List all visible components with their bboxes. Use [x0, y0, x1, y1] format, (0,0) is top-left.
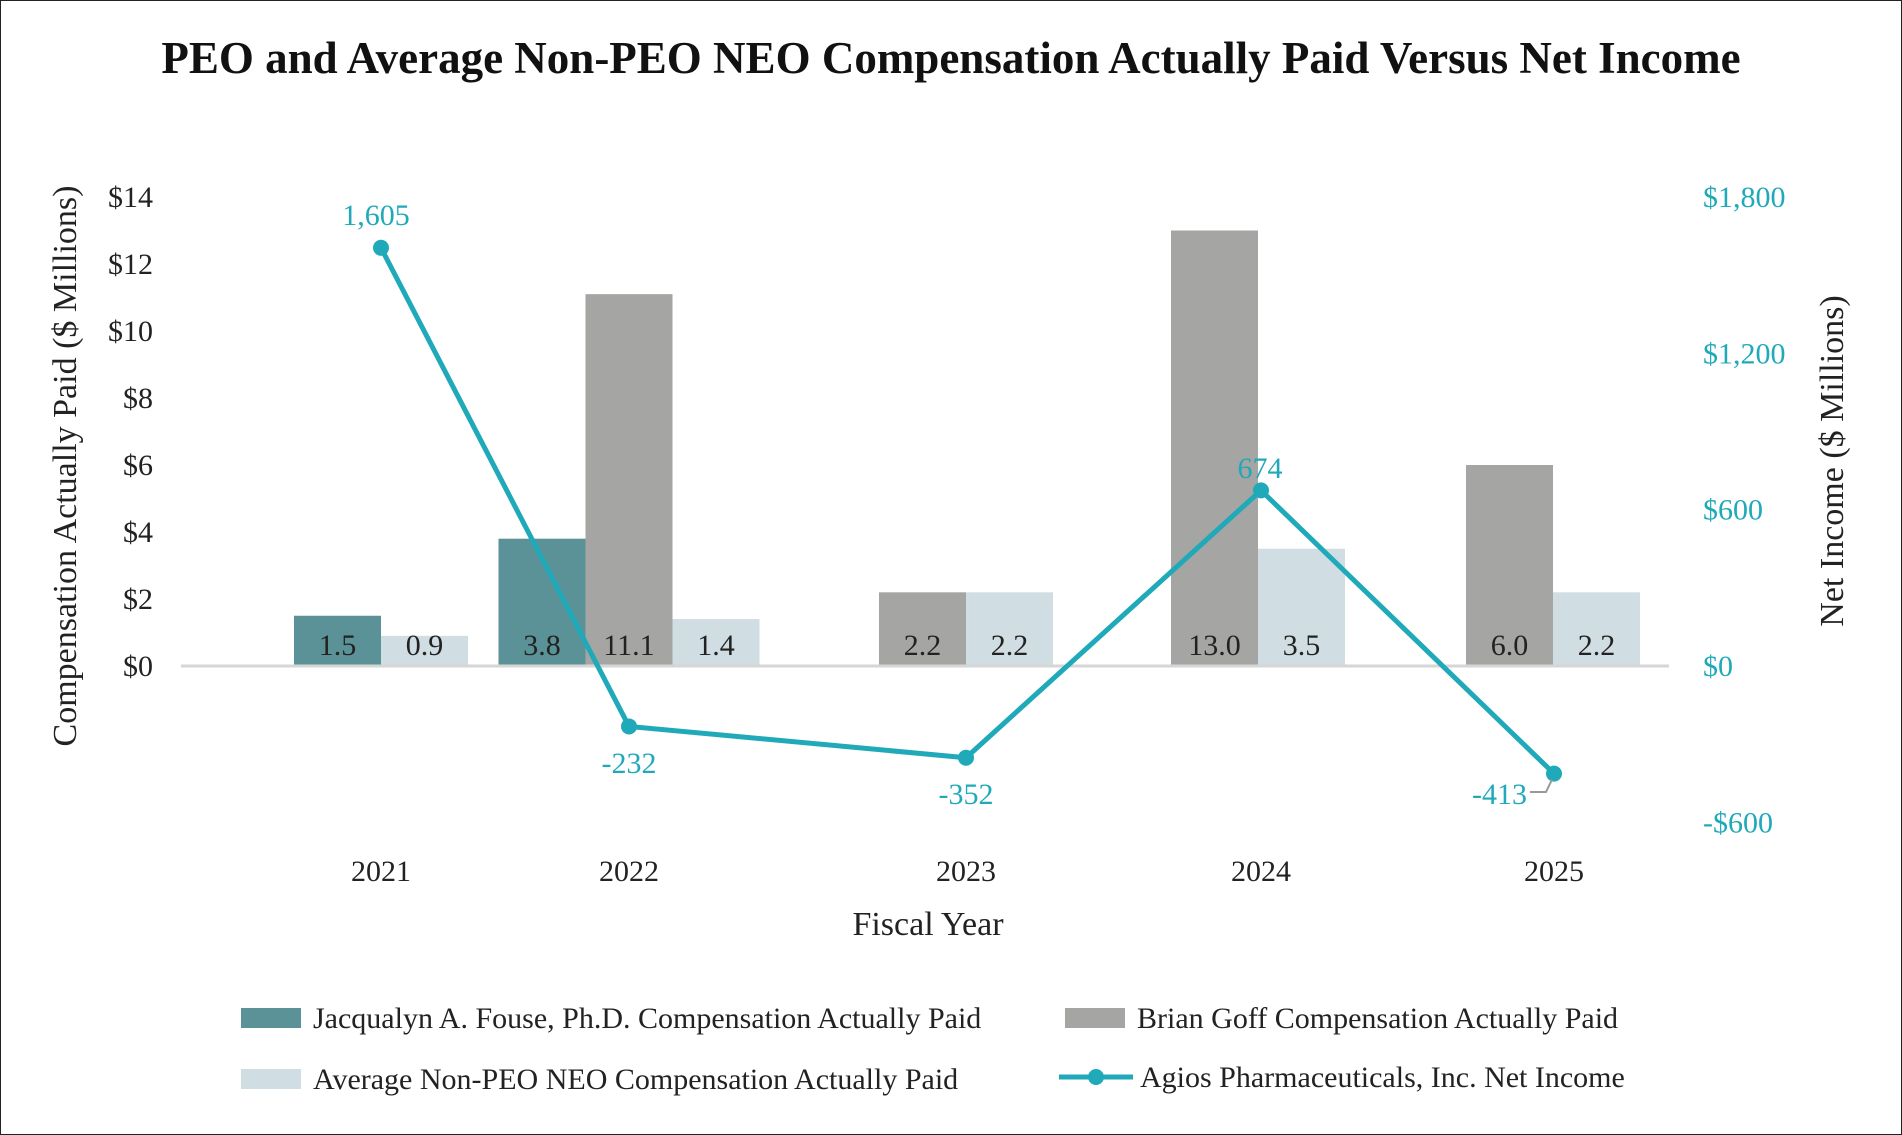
y-tick-label: $6 — [123, 449, 153, 482]
bar-label-2023-series-2: 2.2 — [991, 629, 1029, 662]
bar-2025-series-1 — [1466, 465, 1553, 666]
legend-label-1: Brian Goff Compensation Actually Paid — [1137, 1002, 1618, 1035]
net-income-label-2024: 674 — [1238, 452, 1283, 485]
y-tick-label: $14 — [108, 181, 153, 214]
net-income-line — [378, 246, 1556, 776]
legend-swatch-marker-3 — [1088, 1069, 1104, 1085]
legend: Jacqualyn A. Fouse, Ph.D. Compensation A… — [241, 1002, 1625, 1096]
y-tick-label: $4 — [123, 516, 153, 549]
x-tick-label-2021: 2021 — [351, 855, 411, 888]
x-tick-label-2023: 2023 — [936, 855, 996, 888]
legend-label-0: Jacqualyn A. Fouse, Ph.D. Compensation A… — [313, 1002, 981, 1035]
bar-2023-series-1 — [879, 592, 966, 666]
legend-swatch-2 — [241, 1069, 301, 1089]
y-tick-label: $0 — [123, 650, 153, 683]
bar-label-2022-series-1: 11.1 — [603, 629, 654, 662]
net-income-point-2022 — [621, 718, 637, 735]
bar-label-2022-series-2: 1.4 — [697, 629, 735, 662]
net-income-label-2022: -232 — [602, 747, 657, 780]
legend-swatch-0 — [241, 1008, 301, 1028]
legend-label-3: Agios Pharmaceuticals, Inc. Net Income — [1140, 1061, 1625, 1094]
y2-tick-label: $1,800 — [1703, 181, 1786, 214]
bars-group: 1.5 0.9 3.8 11.1 1.4 2.2 2.2 13.0 3.5 6.0 2.2 — [294, 230, 1640, 666]
y-tick-label: $12 — [108, 248, 153, 281]
bar-label-2021-series-2: 0.9 — [406, 629, 444, 662]
bar-label-2024-series-2: 3.5 — [1283, 629, 1321, 662]
y2-tick-label: $1,200 — [1703, 337, 1786, 370]
x-axis-title: Fiscal Year — [852, 906, 1004, 943]
y-tick-label: $2 — [123, 583, 153, 616]
bar-2023-series-2 — [966, 592, 1053, 666]
bar-label-2023-series-1: 2.2 — [904, 629, 942, 662]
y2-tick-label: $600 — [1703, 494, 1763, 527]
bar-2025-series-2 — [1553, 592, 1640, 666]
x-tick-label-2024: 2024 — [1231, 855, 1291, 888]
net-income-label-leader — [1530, 779, 1553, 793]
y-tick-label: $10 — [108, 315, 153, 348]
y-axis-title: Compensation Actually Paid ($ Millions) — [47, 186, 84, 747]
bar-label-2021-series-0: 1.5 — [319, 629, 357, 662]
axes-group: $0 $2 $4 $6 $8 $10 $12 $14 -$600 $0 $600 $1,200 $1,8… — [108, 181, 1786, 888]
legend-label-2: Average Non-PEO NEO Compensation Actuall… — [313, 1063, 958, 1096]
bar-label-2025-series-2: 2.2 — [1578, 629, 1616, 662]
bar-label-2024-series-1: 13.0 — [1188, 629, 1241, 662]
bar-label-2025-series-1: 6.0 — [1491, 629, 1529, 662]
legend-swatch-1 — [1065, 1008, 1125, 1028]
net-income-label-2023: -352 — [939, 778, 994, 811]
bar-2021-series-0 — [294, 615, 381, 666]
net-income-point-2025 — [1546, 765, 1562, 782]
bar-2021-series-2 — [381, 635, 468, 666]
net-income-point-2021 — [373, 239, 389, 256]
y-tick-label: $8 — [123, 382, 153, 415]
y2-tick-label: $0 — [1703, 650, 1733, 683]
net-income-point-2024 — [1253, 482, 1269, 499]
bar-2024-series-2 — [1258, 548, 1345, 666]
net-income-line-group: 1,605 -232 -352 674 -413 — [342, 199, 1562, 811]
bar-2022-series-2 — [672, 619, 760, 666]
x-tick-label-2022: 2022 — [599, 855, 659, 888]
bar-2024-series-1 — [1171, 230, 1258, 666]
net-income-label-2021: 1,605 — [342, 199, 410, 232]
bar-label-2022-series-0: 3.8 — [523, 629, 561, 662]
y2-axis-title: Net Income ($ Millions) — [1814, 295, 1851, 626]
net-income-label-2025: -413 — [1472, 778, 1527, 811]
y2-tick-label: -$600 — [1703, 806, 1773, 839]
chart-title: PEO and Average Non-PEO NEO Compensation… — [161, 33, 1740, 83]
net-income-point-2023 — [958, 749, 974, 766]
bar-2022-series-1 — [585, 294, 673, 666]
x-tick-label-2025: 2025 — [1524, 855, 1584, 888]
